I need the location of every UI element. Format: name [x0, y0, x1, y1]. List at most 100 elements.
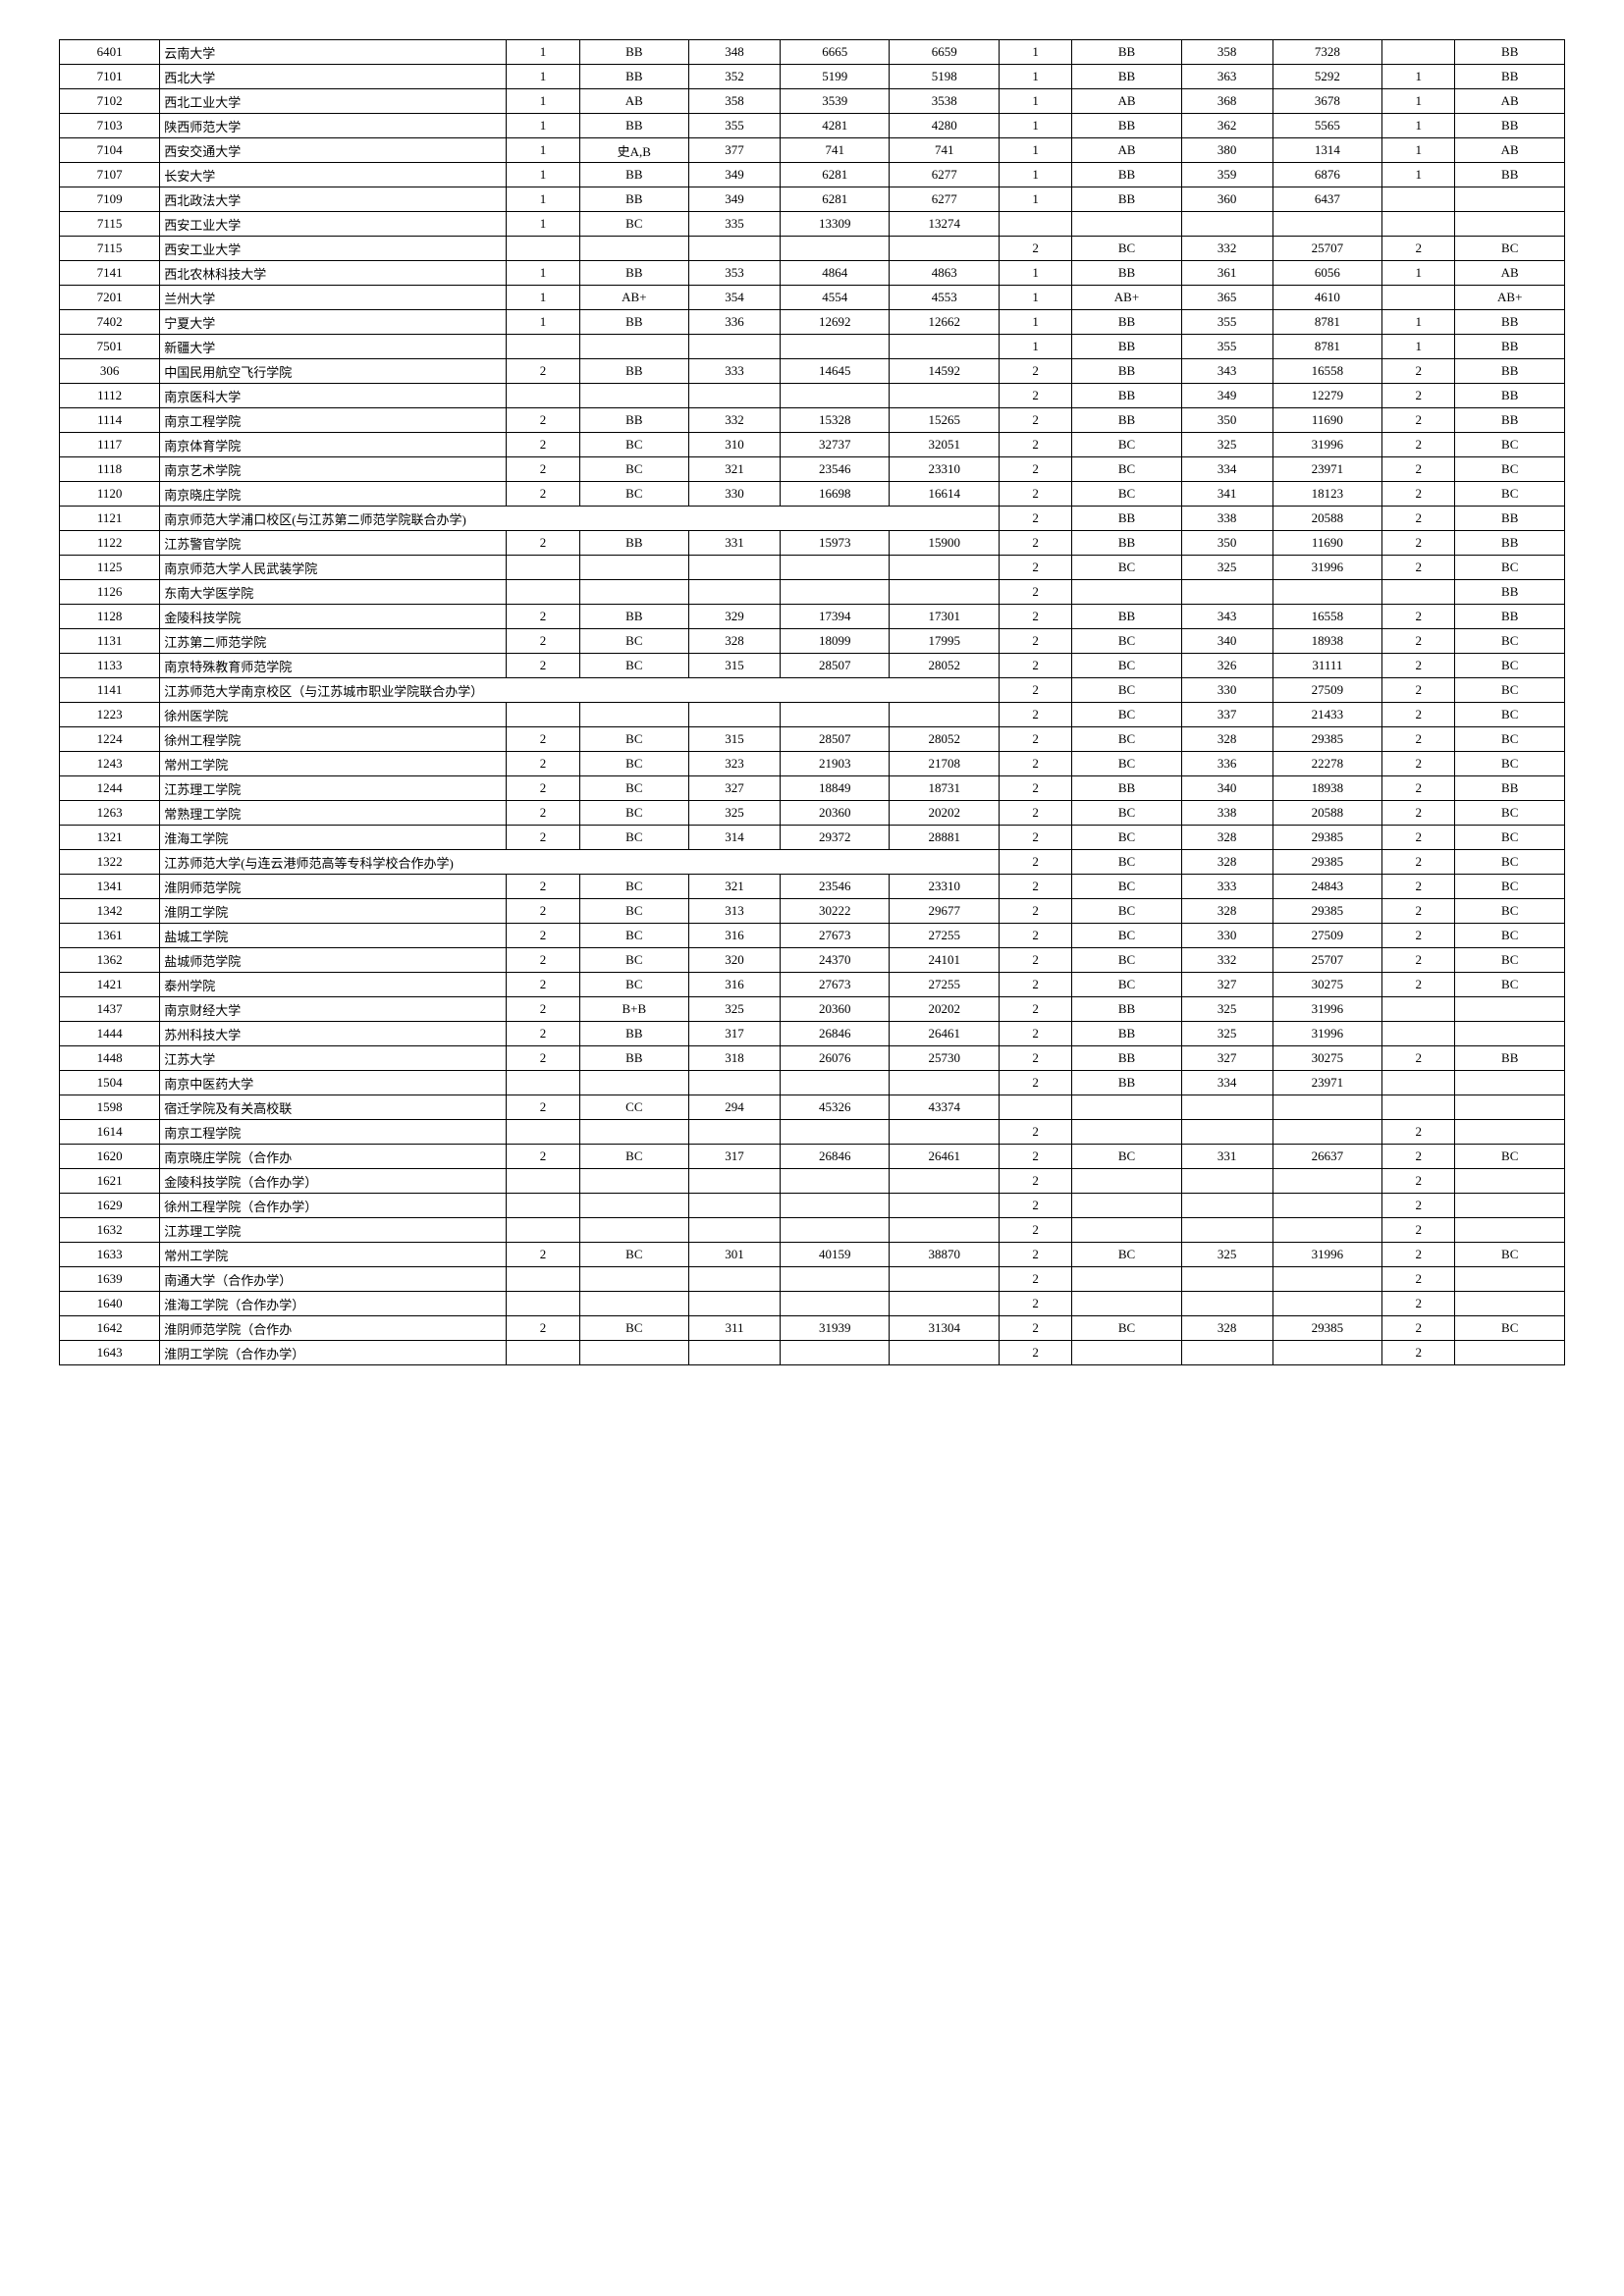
- data-cell: [890, 580, 999, 605]
- name-cell: 南京体育学院: [160, 433, 507, 457]
- data-cell: 2: [999, 924, 1071, 948]
- data-cell: BB: [1455, 580, 1565, 605]
- data-cell: 329: [689, 605, 781, 629]
- data-cell: 2: [1382, 654, 1455, 678]
- data-cell: 29677: [890, 899, 999, 924]
- data-cell: BB: [1072, 261, 1181, 286]
- code-cell: 1643: [60, 1341, 160, 1365]
- data-cell: BC: [1072, 457, 1181, 482]
- data-cell: 2: [507, 1316, 579, 1341]
- data-cell: [1455, 1071, 1565, 1095]
- name-cell: 兰州大学: [160, 286, 507, 310]
- data-cell: [890, 1341, 999, 1365]
- data-cell: 317: [689, 1022, 781, 1046]
- data-cell: 31996: [1272, 1022, 1381, 1046]
- data-cell: BC: [1455, 752, 1565, 776]
- data-cell: [689, 1341, 781, 1365]
- data-cell: BB: [579, 187, 688, 212]
- data-cell: 27255: [890, 973, 999, 997]
- data-cell: 2: [1382, 1145, 1455, 1169]
- data-cell: [1181, 1120, 1272, 1145]
- data-cell: 17301: [890, 605, 999, 629]
- data-cell: 1: [507, 261, 579, 286]
- data-cell: 1: [999, 261, 1071, 286]
- data-cell: [579, 1267, 688, 1292]
- data-cell: [780, 1292, 889, 1316]
- data-cell: 377: [689, 138, 781, 163]
- data-cell: 29385: [1272, 899, 1381, 924]
- data-cell: 1: [507, 40, 579, 65]
- table-row: 1120南京晓庄学院2BC33016698166142BC341181232BC: [60, 482, 1565, 507]
- data-cell: 294: [689, 1095, 781, 1120]
- data-cell: 2: [507, 899, 579, 924]
- code-cell: 7107: [60, 163, 160, 187]
- table-row: 1632江苏理工学院22: [60, 1218, 1565, 1243]
- data-cell: 27255: [890, 924, 999, 948]
- data-cell: 1314: [1272, 138, 1381, 163]
- code-cell: 7109: [60, 187, 160, 212]
- data-cell: BB: [579, 40, 688, 65]
- name-cell: 中国民用航空飞行学院: [160, 359, 507, 384]
- data-cell: 20360: [780, 997, 889, 1022]
- data-cell: [579, 237, 688, 261]
- data-cell: 325: [689, 997, 781, 1022]
- data-cell: 4553: [890, 286, 999, 310]
- code-cell: 1614: [60, 1120, 160, 1145]
- code-cell: 1120: [60, 482, 160, 507]
- university-table: 6401云南大学1BB348666566591BB3587328BB7101西北…: [59, 39, 1565, 1365]
- data-cell: 28507: [780, 654, 889, 678]
- data-cell: 29385: [1272, 850, 1381, 875]
- data-cell: [780, 384, 889, 408]
- data-cell: [579, 1120, 688, 1145]
- data-cell: 2: [999, 727, 1071, 752]
- code-cell: 1114: [60, 408, 160, 433]
- table-row: 6401云南大学1BB348666566591BB3587328BB: [60, 40, 1565, 65]
- name-cell: 江苏大学: [160, 1046, 507, 1071]
- data-cell: BB: [1072, 776, 1181, 801]
- data-cell: [780, 1169, 889, 1194]
- data-cell: [689, 1120, 781, 1145]
- data-cell: 340: [1181, 776, 1272, 801]
- data-cell: 4280: [890, 114, 999, 138]
- data-cell: 328: [1181, 826, 1272, 850]
- data-cell: [780, 335, 889, 359]
- data-cell: BC: [579, 1243, 688, 1267]
- data-cell: BB: [1455, 1046, 1565, 1071]
- data-cell: 315: [689, 654, 781, 678]
- data-cell: [689, 1218, 781, 1243]
- name-cell: 西北农林科技大学: [160, 261, 507, 286]
- data-cell: [1455, 1120, 1565, 1145]
- data-cell: BC: [1455, 678, 1565, 703]
- data-cell: BC: [1455, 875, 1565, 899]
- data-cell: 2: [1382, 1046, 1455, 1071]
- data-cell: 325: [1181, 1243, 1272, 1267]
- data-cell: [1455, 1267, 1565, 1292]
- code-cell: 1640: [60, 1292, 160, 1316]
- data-cell: 354: [689, 286, 781, 310]
- data-cell: [1272, 1095, 1381, 1120]
- data-cell: 350: [1181, 531, 1272, 556]
- data-cell: 4281: [780, 114, 889, 138]
- data-cell: BB: [1072, 531, 1181, 556]
- code-cell: 1112: [60, 384, 160, 408]
- data-cell: 328: [1181, 850, 1272, 875]
- data-cell: [1382, 187, 1455, 212]
- data-cell: 328: [1181, 1316, 1272, 1341]
- data-cell: 325: [1181, 997, 1272, 1022]
- data-cell: BC: [579, 629, 688, 654]
- data-cell: 349: [689, 187, 781, 212]
- data-cell: 5565: [1272, 114, 1381, 138]
- data-cell: 343: [1181, 605, 1272, 629]
- table-row: 1437南京财经大学2B+B32520360202022BB32531996: [60, 997, 1565, 1022]
- data-cell: [1382, 1022, 1455, 1046]
- data-cell: 3539: [780, 89, 889, 114]
- data-cell: BC: [579, 899, 688, 924]
- data-cell: BB: [1455, 65, 1565, 89]
- data-cell: BB: [1072, 1022, 1181, 1046]
- table-row: 1223徐州医学院2BC337214332BC: [60, 703, 1565, 727]
- data-cell: 18099: [780, 629, 889, 654]
- table-row: 1614南京工程学院22: [60, 1120, 1565, 1145]
- data-cell: [1455, 187, 1565, 212]
- data-cell: 328: [1181, 727, 1272, 752]
- data-cell: [1072, 1292, 1181, 1316]
